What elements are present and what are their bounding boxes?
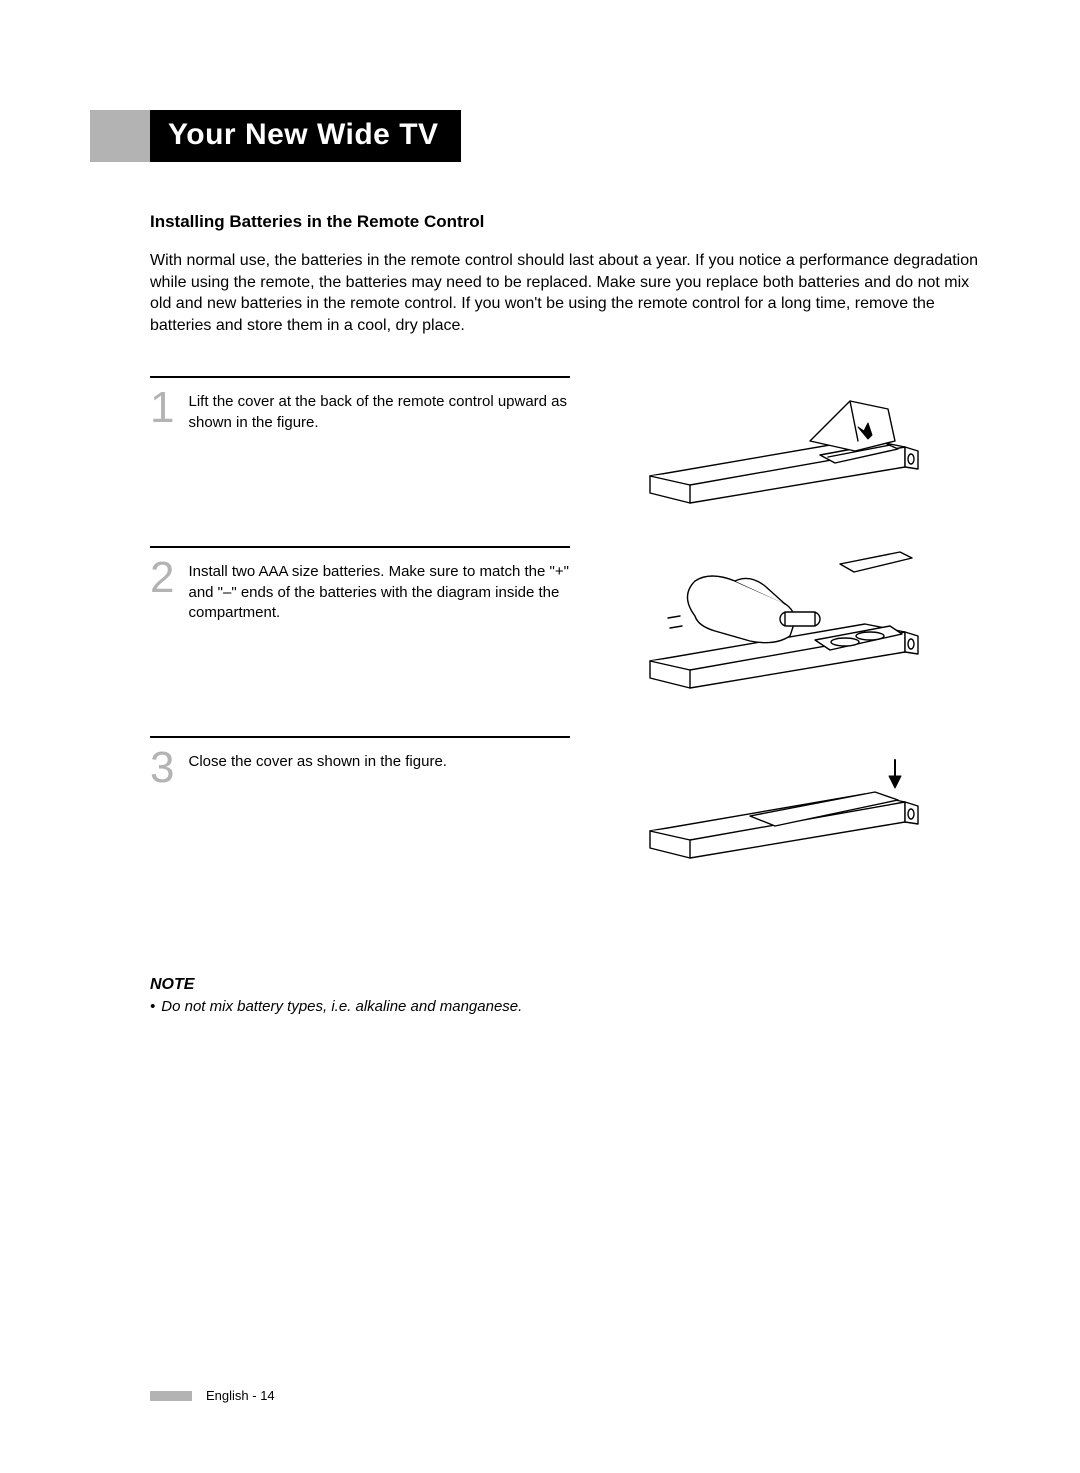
step-1-illustration <box>600 376 980 516</box>
note-text: Do not mix battery types, i.e. alkaline … <box>161 998 522 1015</box>
title-band: Your New Wide TV <box>90 110 990 162</box>
footer-text: English - 14 <box>206 1388 275 1403</box>
step-1: 1 Lift the cover at the back of the remo… <box>150 376 980 516</box>
step-3: 3 Close the cover as shown in the figure… <box>150 736 980 876</box>
step-number: 3 <box>150 748 174 788</box>
step-number: 2 <box>150 558 174 623</box>
step-2: 2 Install two AAA size batteries. Make s… <box>150 546 980 706</box>
step-2-illustration <box>600 546 980 706</box>
footer-grey-bar <box>150 1391 192 1401</box>
subheading: Installing Batteries in the Remote Contr… <box>150 212 980 232</box>
step-number: 1 <box>150 388 174 433</box>
note-body: • Do not mix battery types, i.e. alkaline… <box>150 998 980 1015</box>
page-footer: English - 14 <box>150 1388 275 1403</box>
intro-paragraph: With normal use, the batteries in the re… <box>150 250 980 336</box>
step-text: Lift the cover at the back of the remote… <box>188 388 570 433</box>
title-grey-block <box>90 110 150 162</box>
note-heading: NOTE <box>150 976 980 994</box>
note-section: NOTE • Do not mix battery types, i.e. alk… <box>150 976 980 1015</box>
step-3-illustration <box>600 736 980 876</box>
bullet-icon: • <box>150 998 155 1015</box>
step-text: Install two AAA size batteries. Make sur… <box>188 558 570 623</box>
step-text: Close the cover as shown in the figure. <box>188 748 446 788</box>
page-title: Your New Wide TV <box>150 110 461 162</box>
